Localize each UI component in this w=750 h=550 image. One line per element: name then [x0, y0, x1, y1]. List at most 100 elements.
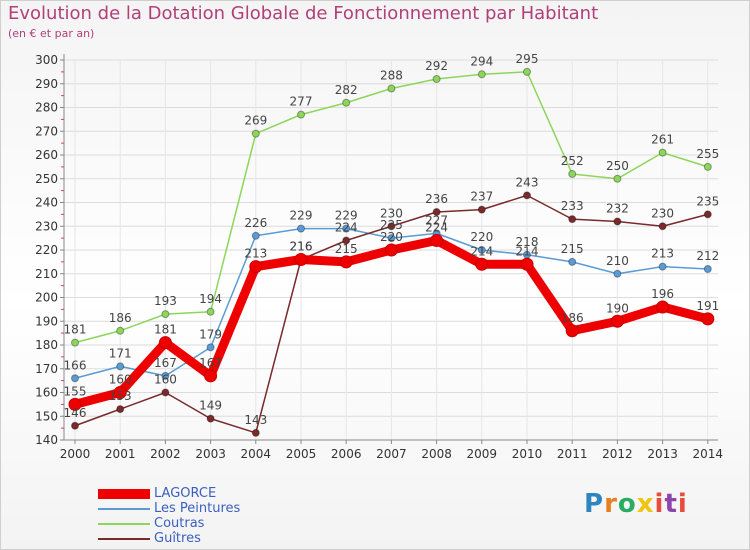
- x-tick-label: 2013: [647, 447, 678, 461]
- data-point: [294, 253, 308, 266]
- data-label: 226: [244, 216, 267, 230]
- data-point: [251, 428, 260, 437]
- data-label: 295: [516, 52, 539, 66]
- x-tick-label: 2006: [331, 447, 362, 461]
- data-label: 215: [335, 242, 358, 256]
- data-label: 218: [516, 235, 539, 249]
- data-point: [703, 265, 712, 273]
- data-label: 186: [109, 311, 132, 325]
- data-label: 235: [696, 194, 719, 208]
- data-point: [658, 148, 667, 157]
- data-label: 146: [64, 406, 87, 420]
- data-label: 252: [561, 154, 584, 168]
- data-point: [432, 208, 441, 216]
- x-tick-label: 2009: [467, 447, 498, 461]
- y-tick-label: 180: [35, 338, 58, 352]
- data-label: 171: [109, 346, 132, 360]
- series-coutras: [71, 67, 712, 347]
- data-point: [249, 260, 263, 274]
- data-point: [113, 386, 127, 399]
- legend-label: Les Peintures: [154, 501, 241, 516]
- data-label: 210: [606, 254, 629, 268]
- y-tick-label: 150: [35, 409, 58, 423]
- y-tick-label: 220: [35, 243, 58, 257]
- y-tick-label: 280: [35, 101, 58, 115]
- series-lagorce: [68, 234, 715, 411]
- data-label: 220: [470, 230, 493, 244]
- data-labels: 181 186 193 194 269 277 282 288 292 294 295 252 250 2…: [64, 52, 720, 427]
- data-label: 212: [696, 249, 719, 263]
- data-point: [342, 98, 351, 107]
- data-label: 224: [335, 221, 358, 235]
- data-label: 196: [651, 287, 674, 301]
- data-label: 243: [516, 175, 539, 189]
- data-point: [613, 217, 622, 226]
- data-point: [703, 210, 712, 219]
- data-point: [610, 314, 624, 328]
- y-tick-label: 230: [35, 219, 58, 233]
- proxiti-logo: Proxiti: [584, 489, 688, 519]
- data-point: [658, 222, 667, 231]
- data-point: [204, 369, 218, 383]
- data-label: 269: [244, 114, 267, 128]
- data-label: 167: [199, 356, 222, 370]
- data-point: [206, 343, 215, 352]
- data-point: [342, 224, 351, 233]
- data-label: 233: [561, 199, 584, 213]
- data-label: 236: [425, 192, 448, 206]
- data-label: 143: [244, 413, 267, 427]
- data-label: 179: [199, 327, 222, 341]
- data-point: [339, 255, 353, 269]
- data-label: 213: [651, 247, 674, 261]
- data-point: [71, 338, 79, 347]
- data-label: 229: [290, 209, 313, 223]
- x-tick-label: 2000: [60, 447, 91, 461]
- data-point: [387, 222, 396, 231]
- data-point: [251, 231, 260, 240]
- data-point: [116, 362, 125, 371]
- y-tick-labels: 140 150 160 170 180 190 200 210 220 230 240 250 260 2…: [35, 53, 58, 447]
- chart-title: Evolution de la Dotation Globale de Fonc…: [8, 3, 599, 24]
- data-label: 149: [199, 399, 222, 413]
- axes: [60, 54, 718, 444]
- data-point: [613, 269, 622, 278]
- data-point: [523, 191, 531, 200]
- y-tick-label: 260: [35, 148, 58, 162]
- data-label: 181: [64, 323, 87, 337]
- data-point: [297, 110, 305, 119]
- data-label: 160: [154, 373, 177, 387]
- data-point: [430, 234, 444, 247]
- y-tick-label: 160: [35, 386, 58, 400]
- x-tick-label: 2002: [150, 447, 181, 461]
- y-tick-label: 270: [35, 124, 58, 138]
- data-label: 215: [561, 242, 584, 256]
- data-label: 220: [380, 230, 403, 244]
- legend-swatch: [98, 538, 150, 540]
- data-label: 227: [425, 213, 448, 227]
- x-tick-label: 2010: [512, 447, 543, 461]
- y-tick-label: 300: [35, 53, 58, 67]
- y-tick-label: 200: [35, 291, 58, 305]
- series-gu-tres: [71, 191, 712, 437]
- x-tick-label: 2011: [557, 447, 588, 461]
- data-point: [206, 307, 215, 316]
- data-point: [568, 215, 577, 224]
- data-point: [520, 257, 534, 271]
- data-point: [71, 421, 79, 430]
- data-label: 230: [380, 206, 403, 220]
- data-label: 214: [470, 244, 493, 258]
- data-label: 160: [109, 373, 132, 387]
- series-layer: [68, 67, 715, 437]
- data-label: 232: [606, 202, 629, 216]
- legend-label: LAGORCE: [154, 486, 217, 501]
- x-tick-label: 2003: [195, 447, 226, 461]
- y-tick-label: 290: [35, 77, 58, 91]
- data-point: [565, 324, 579, 338]
- data-point: [206, 414, 215, 423]
- data-point: [568, 170, 577, 178]
- data-label: 225: [380, 218, 403, 232]
- chart-subtitle: (en € et par an): [8, 27, 95, 40]
- y-tick-label: 190: [35, 314, 58, 328]
